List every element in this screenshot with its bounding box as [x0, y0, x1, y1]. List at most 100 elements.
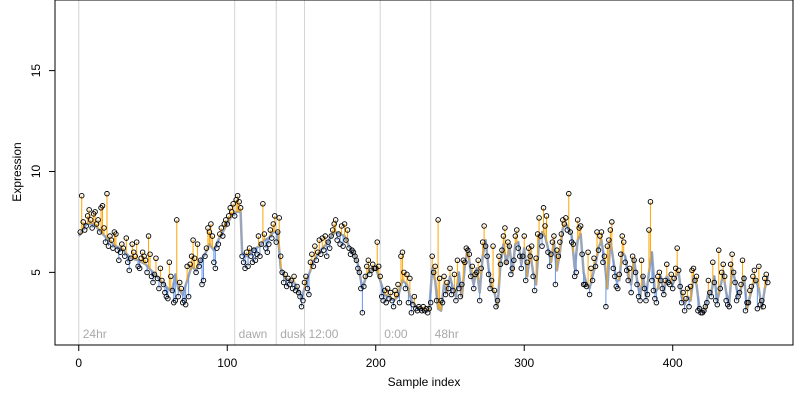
data-point	[570, 241, 576, 247]
data-point	[303, 273, 309, 280]
event-label: 12:00	[308, 327, 338, 341]
data-point	[426, 305, 432, 312]
data-point	[375, 263, 382, 270]
data-point	[334, 237, 340, 243]
data-point	[390, 303, 397, 310]
data-point	[726, 303, 732, 310]
data-point	[304, 285, 311, 292]
data-point	[557, 239, 563, 245]
data-point	[530, 273, 536, 280]
data-point	[521, 233, 527, 239]
data-point	[479, 239, 486, 245]
data-point	[364, 263, 370, 270]
data-point	[231, 213, 238, 219]
data-point	[754, 305, 761, 312]
data-point	[176, 279, 183, 286]
data-point	[309, 251, 315, 257]
data-point	[125, 259, 131, 266]
data-point	[600, 259, 606, 266]
data-point	[554, 247, 560, 253]
data-point	[542, 223, 548, 229]
data-point	[453, 297, 459, 304]
data-point	[475, 257, 481, 264]
data-point	[267, 227, 274, 233]
data-point	[225, 213, 232, 219]
data-point	[328, 233, 334, 239]
data-point	[678, 299, 685, 306]
data-point	[491, 287, 498, 294]
x-tick-label: 300	[514, 356, 534, 370]
data-point	[558, 231, 565, 237]
data-point	[157, 265, 164, 272]
data-point	[499, 247, 505, 253]
data-point	[273, 239, 280, 245]
data-point	[441, 273, 447, 280]
data-point	[101, 225, 107, 231]
data-point	[362, 273, 369, 280]
data-point	[603, 303, 609, 310]
data-point	[649, 277, 655, 284]
data-point	[588, 265, 594, 272]
data-point	[643, 297, 649, 304]
event-marker-labels: 24hr dawn dusk 12:00 0:00 48hr	[83, 327, 459, 341]
data-point	[690, 265, 697, 272]
data-point	[506, 243, 513, 249]
data-point	[77, 229, 83, 235]
data-point	[500, 233, 507, 239]
data-point	[80, 219, 86, 225]
data-point	[485, 271, 492, 278]
data-point	[577, 223, 584, 229]
data-point	[674, 245, 680, 251]
data-point	[482, 243, 489, 249]
data-point	[260, 201, 266, 207]
data-point	[208, 221, 214, 227]
data-point	[432, 263, 438, 270]
x-axis: 0 100 200 300 400	[75, 344, 683, 370]
data-point	[212, 265, 219, 272]
data-point	[451, 271, 458, 278]
data-point	[539, 243, 545, 249]
data-point	[638, 257, 645, 264]
data-point	[92, 209, 98, 215]
data-point	[710, 259, 716, 266]
data-point	[705, 277, 712, 284]
data-point	[644, 291, 651, 298]
data-point	[631, 257, 637, 264]
data-point	[528, 243, 535, 249]
event-label: dawn	[239, 327, 268, 341]
data-point	[228, 209, 235, 215]
data-point	[307, 259, 314, 266]
data-point	[194, 241, 201, 247]
data-point	[738, 281, 744, 288]
data-point	[669, 285, 676, 292]
data-point	[255, 233, 262, 239]
data-point	[365, 257, 372, 264]
data-point	[459, 281, 465, 288]
data-point	[677, 283, 683, 290]
data-point	[626, 265, 633, 272]
data-point	[175, 293, 181, 300]
data-point	[288, 277, 294, 284]
data-point	[245, 263, 251, 270]
data-point	[756, 263, 762, 270]
data-point	[436, 275, 443, 282]
data-point	[429, 253, 435, 259]
data-point	[136, 265, 143, 272]
data-point	[512, 233, 519, 239]
data-point	[323, 253, 330, 259]
data-point	[481, 223, 487, 229]
data-point	[490, 243, 496, 249]
data-point	[361, 283, 367, 290]
data-point	[408, 309, 415, 316]
data-point	[668, 271, 674, 278]
data-point	[353, 257, 360, 264]
data-point	[102, 239, 109, 245]
data-point	[113, 231, 119, 237]
x-tick-label: 200	[366, 356, 386, 370]
data-point	[625, 277, 631, 284]
data-point	[83, 223, 89, 229]
data-point	[197, 257, 204, 264]
data-point	[257, 253, 263, 259]
data-point	[671, 275, 677, 282]
data-point	[494, 297, 501, 304]
